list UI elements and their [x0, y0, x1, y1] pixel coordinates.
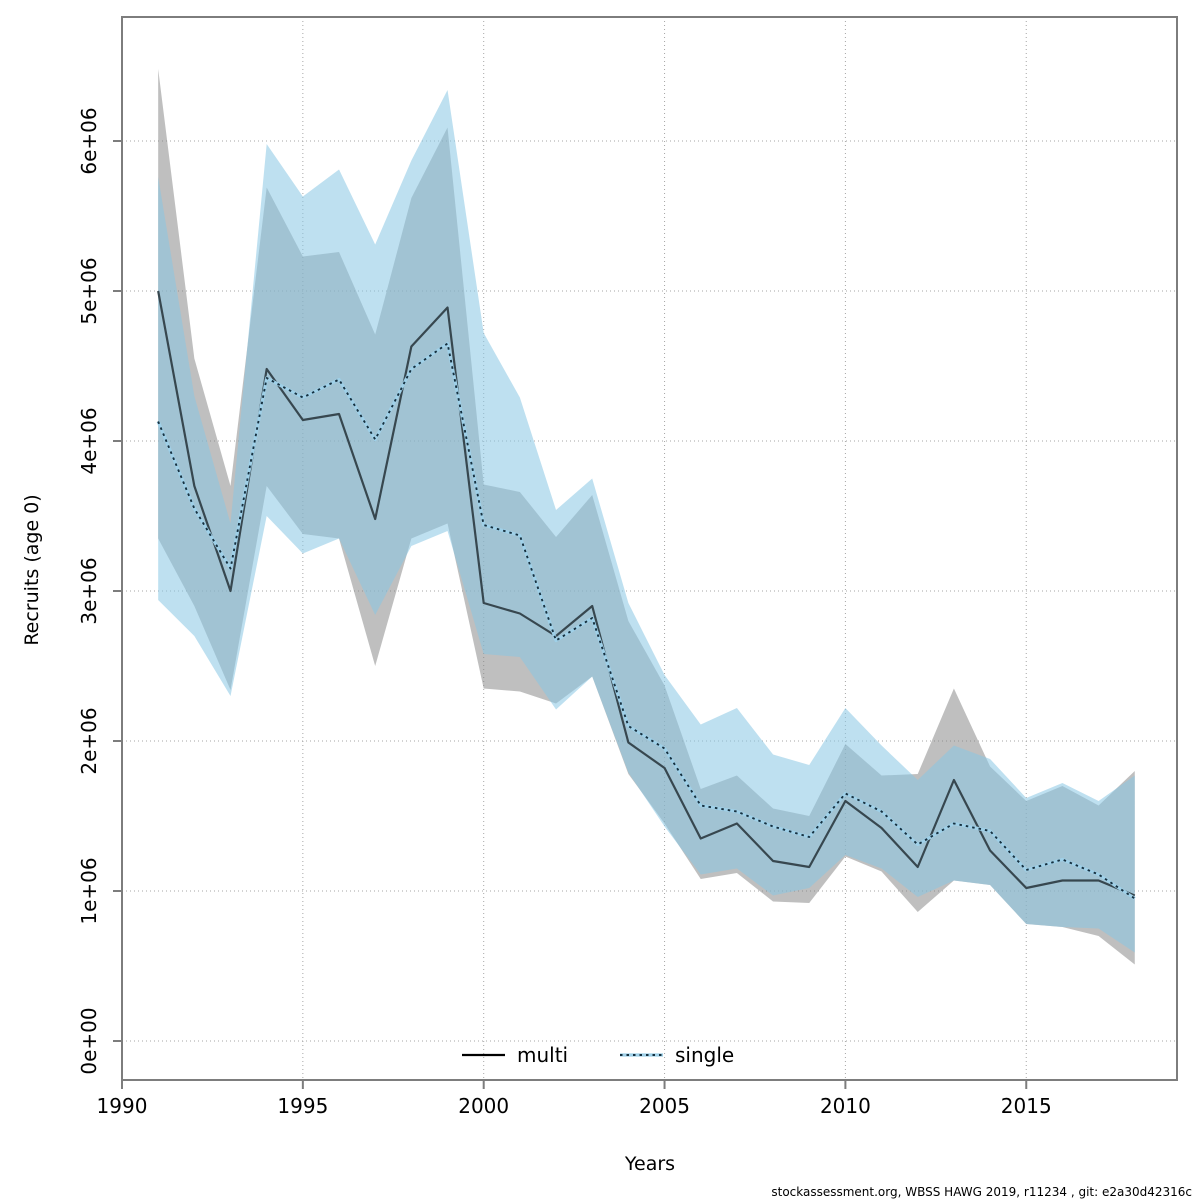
- legend-single-label: single: [675, 1043, 734, 1067]
- x-tick-label: 2000: [458, 1094, 509, 1118]
- footer-credit: stockassessment.org, WBSS HAWG 2019, r11…: [771, 1185, 1192, 1199]
- single-ci-band: [158, 90, 1135, 953]
- x-tick-label: 1990: [97, 1094, 148, 1118]
- x-tick-label: 1995: [277, 1094, 328, 1118]
- y-tick-label: 2e+06: [77, 707, 101, 774]
- x-tick-label: 2015: [1001, 1094, 1052, 1118]
- y-tick-label: 1e+06: [77, 857, 101, 924]
- y-tick-label: 4e+06: [77, 407, 101, 474]
- x-tick-label: 2010: [820, 1094, 871, 1118]
- legend-layer: multi single: [462, 1043, 734, 1067]
- legend-multi-label: multi: [517, 1043, 568, 1067]
- y-axis-title: Recruits (age 0): [21, 494, 43, 645]
- single-line: [157, 342, 1136, 900]
- y-tick-label: 6e+06: [77, 107, 101, 174]
- multi-line: [157, 290, 1136, 897]
- bands-layer: [158, 69, 1135, 965]
- axes-layer: 1990 1995 2000 2005 2010 2015 0e+00 1e+06 2e+06 3…: [77, 16, 1178, 1118]
- series-layer: [156, 290, 1136, 900]
- y-tick-label: 5e+06: [77, 257, 101, 324]
- plot-frame: [121, 16, 1178, 1081]
- y-tick-label: 3e+06: [77, 557, 101, 624]
- x-axis-title: Years: [624, 1153, 675, 1175]
- y-tick-label: 0e+00: [77, 1007, 101, 1074]
- x-tick-label: 2005: [639, 1094, 690, 1118]
